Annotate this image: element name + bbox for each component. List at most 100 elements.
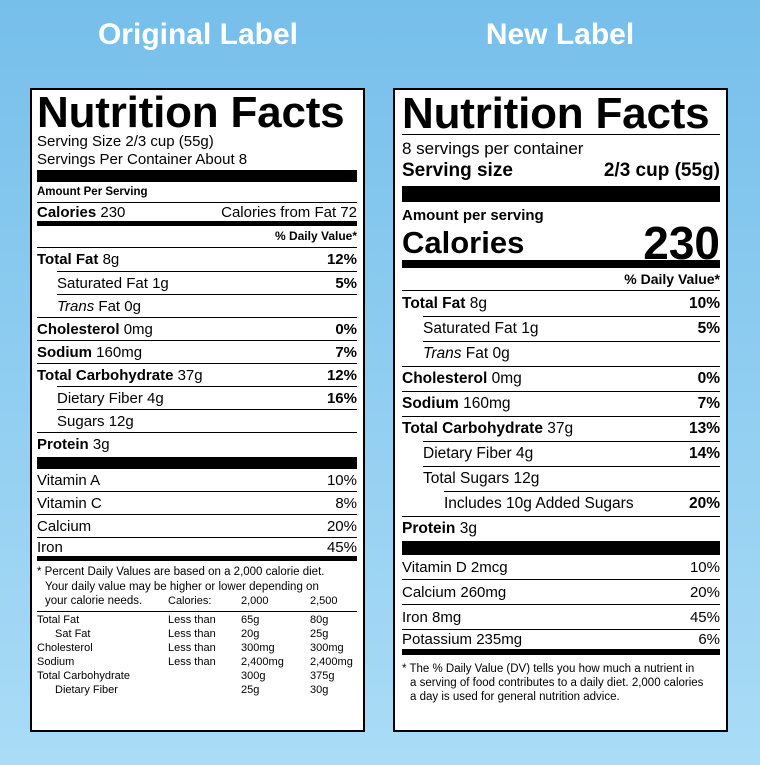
footnote-line: * The % Daily Value (DV) tells you how m…	[402, 663, 695, 675]
nutrient-name: Protein	[402, 520, 456, 537]
table-limit: Less than	[168, 613, 216, 626]
nutrient-amount: 37g	[547, 420, 574, 437]
nutrient-name-group: Trans Fat 0g	[57, 298, 141, 315]
calories-label: Calories	[402, 224, 525, 260]
nutrient-name-group: Total Carbohydrate 37g	[402, 420, 573, 438]
vitamin-group: Potassium 235mg	[402, 631, 522, 648]
vitamin-name: Vitamin C	[37, 494, 102, 512]
table-value: 2,400mg	[241, 655, 284, 668]
nutrient-name: Total Fat	[402, 294, 466, 312]
nutrient-amount: 3g	[92, 435, 110, 453]
table-header: 2,000	[241, 595, 269, 607]
table-value: 65g	[241, 613, 260, 626]
label-title: Nutrition Facts	[402, 92, 720, 136]
table-name: Total Carbohydrate	[37, 669, 130, 682]
table-value: 25g	[241, 683, 260, 696]
nutrient-amount: 160mg	[96, 343, 143, 361]
vitamin-row: Calcium 20%	[37, 515, 357, 538]
nutrient-name: Sodium	[37, 343, 92, 361]
nutrient-name-group: Includes 10g Added Sugars	[444, 495, 634, 513]
nutrient-amount: 0mg	[491, 370, 522, 387]
nutrient-amount: 160mg	[463, 395, 511, 412]
footnote: * The % Daily Value (DV) tells you how m…	[402, 662, 720, 704]
nutrient-name-group: Sugars 12g	[57, 413, 134, 430]
nutrient-prefix: Trans	[57, 297, 95, 315]
nutrient-amount: 12g	[108, 412, 134, 430]
nutrient-amount: 8g	[102, 251, 120, 268]
daily-value: 12%	[326, 251, 357, 268]
nutrient-amount: 1g	[521, 320, 539, 337]
nutrient-row: Total Fat 8g 12%	[37, 248, 357, 271]
daily-value-header: % Daily Value*	[402, 268, 720, 291]
vitamin-row: Potassium 235mg 6%	[402, 630, 720, 655]
table-value: 300g	[241, 669, 266, 682]
nutrient-name: Protein	[37, 435, 89, 453]
vitamin-name: Vitamin D	[402, 558, 467, 576]
calories-group: Calories 230	[37, 204, 125, 221]
nutrient-row: Total Carbohydrate 37g 13%	[402, 416, 720, 441]
vitamin-group: Calcium 260mg	[402, 584, 506, 601]
nutrient-prefix: Trans	[423, 345, 462, 362]
nutrient-name: Fat	[98, 297, 121, 315]
nutrient-name-group: Cholesterol 0mg	[37, 321, 153, 338]
vitamin-amount: 8mg	[432, 608, 462, 626]
nutrient-row: Sugars 12g	[57, 409, 357, 432]
nutrient-amount: 12g	[513, 470, 540, 487]
nutrient-row: Trans Fat 0g	[57, 294, 357, 317]
daily-value-header: % Daily Value*	[37, 226, 357, 248]
nutrient-name-group: Protein 3g	[402, 520, 477, 538]
nutrient-row: Dietary Fiber 4g 16%	[57, 386, 357, 409]
table-value: 20g	[241, 627, 260, 640]
nutrient-amount: 8g	[469, 294, 487, 312]
daily-value: 5%	[697, 320, 720, 337]
nutrient-row: Total Fat 8g 10%	[402, 291, 720, 316]
calories-from-fat: Calories from Fat 72	[221, 203, 357, 221]
table-name: Sat Fat	[55, 627, 91, 640]
nutrient-name-group: Total Fat 8g	[37, 251, 119, 268]
vitamin-name: Calcium	[402, 583, 457, 601]
nutrient-name-group: Sodium 160mg	[37, 344, 142, 361]
table-row: Dietary Fiber 25g 30g	[37, 683, 357, 697]
nutrient-row: Sodium 160mg 7%	[37, 340, 357, 363]
table-value: 300mg	[310, 641, 344, 654]
table-value: 80g	[310, 613, 329, 626]
table-name: Cholesterol	[37, 641, 93, 654]
vitamin-value: 45%	[689, 608, 720, 626]
footnote-table: Total Fat Less than 65g 80g Sat Fat Less than…	[37, 610, 357, 697]
nutrient-name-group: Protein 3g	[37, 436, 110, 453]
nutrient-name-group: Total Fat 8g	[402, 295, 487, 313]
daily-value: 12%	[326, 366, 357, 384]
footnote: * Percent Daily Values are based on a 2,…	[37, 561, 357, 609]
nutrient-name-group: Dietary Fiber 4g	[423, 445, 533, 463]
heading: Original Label	[97, 18, 299, 51]
table-row: Total Carbohydrate 300g 375g	[37, 669, 357, 683]
vitamin-name: Calcium	[37, 517, 92, 535]
calories-row: Calories 230 Calories from Fat 72	[37, 203, 357, 226]
vitamin-value: 20%	[689, 583, 720, 601]
vitamin-row: Vitamin C 8%	[37, 492, 357, 515]
daily-value: 10%	[688, 294, 720, 312]
nutrient-name: Total Fat	[37, 251, 99, 268]
nutrient-name-group: Total Carbohydrate 37g	[37, 367, 203, 384]
table-row: Sodium Less than 2,400mg 2,400mg	[37, 655, 357, 669]
daily-value: 16%	[326, 389, 357, 407]
vitamin-amount: 2mcg	[470, 558, 508, 576]
nutrient-name: Fat	[465, 345, 489, 362]
calories-value: 230	[643, 216, 720, 269]
nutrient-name-group: Dietary Fiber 4g	[57, 390, 164, 407]
servings-per-container: Servings Per Container About 8	[37, 151, 248, 168]
calories-label: Calories	[37, 203, 97, 221]
vitamin-name: Potassium	[402, 631, 473, 648]
nutrient-name-group: Sodium 160mg	[402, 395, 511, 413]
footnote-line: * Percent Daily Values are based on a 2,…	[37, 566, 325, 578]
table-row: Sat Fat Less than 20g 25g	[37, 627, 357, 641]
nutrient-row: Dietary Fiber 4g 14%	[423, 441, 720, 466]
vitamin-row: Iron 8mg 45%	[402, 605, 720, 630]
label-box: Nutrition Facts 8 servings per container S…	[393, 88, 728, 732]
daily-value: 20%	[688, 495, 720, 512]
nutrient-row: Cholesterol 0mg 0%	[402, 366, 720, 391]
nutrient-amount: 0g	[492, 345, 510, 362]
footnote-line: your calorie needs.	[45, 595, 143, 607]
table-value: 30g	[310, 683, 329, 696]
nutrient-amount: 0mg	[123, 320, 153, 338]
